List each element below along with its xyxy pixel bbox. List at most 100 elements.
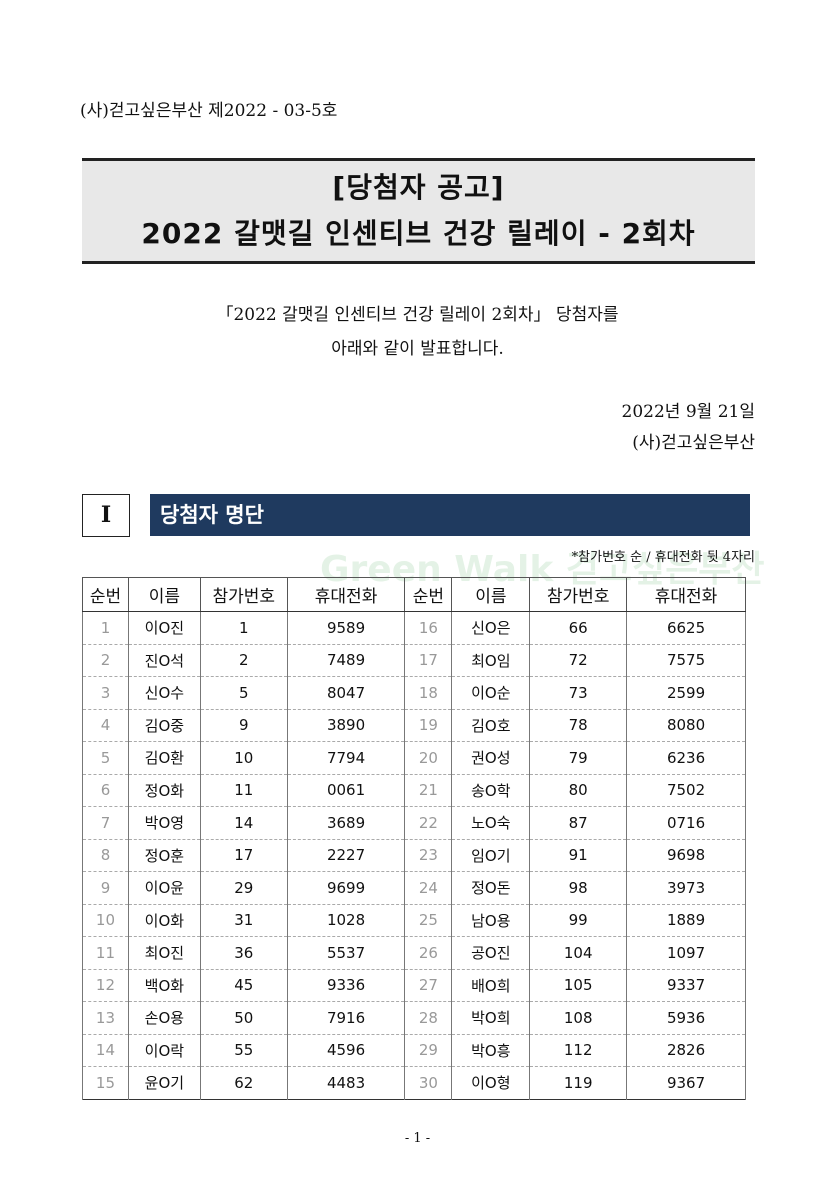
table-header-row: 순번 이름 참가번호 휴대전화 순번 이름 참가번호 휴대전화: [82, 577, 746, 612]
cell-phone-last4: 7502: [626, 774, 746, 807]
cell-entry-number: 112: [529, 1034, 628, 1067]
document-number: (사)걷고싶은부산 제2022 - 03-5호: [80, 101, 338, 121]
cell-phone-last4: 0716: [626, 806, 746, 840]
cell-entry-number: 87: [529, 806, 628, 840]
table-row: 12 백O화 45 9336 27 배O희 105 9337: [82, 969, 746, 1002]
column-header: 참가번호: [529, 577, 628, 612]
cell-phone-last4: 9589: [286, 611, 406, 645]
cell-seq: 26: [404, 936, 453, 970]
cell-phone-last4: 3890: [286, 709, 406, 742]
cell-seq: 11: [82, 936, 129, 970]
cell-seq: 17: [404, 644, 453, 677]
organization: (사)걷고싶은부산: [632, 433, 755, 453]
cell-seq: 4: [82, 709, 129, 742]
cell-name: 김O호: [451, 709, 531, 742]
cell-phone-last4: 8080: [626, 709, 746, 742]
cell-phone-last4: 7489: [286, 644, 406, 677]
cell-name: 박O영: [127, 806, 201, 840]
cell-name: 이O진: [127, 611, 201, 645]
cell-entry-number: 104: [529, 936, 628, 970]
cell-entry-number: 11: [199, 774, 288, 807]
cell-name: 노O숙: [451, 806, 531, 840]
table-row: 6 정O화 11 0061 21 송O학 80 7502: [82, 774, 746, 807]
column-header: 이름: [451, 577, 531, 612]
cell-entry-number: 105: [529, 969, 628, 1002]
cell-phone-last4: 7916: [286, 1001, 406, 1035]
cell-seq: 21: [404, 774, 453, 807]
cell-seq: 12: [82, 969, 129, 1002]
table-row: 15 윤O기 62 4483 30 이O형 119 9367: [82, 1066, 746, 1100]
table-row: 13 손O용 50 7916 28 박O희 108 5936: [82, 1001, 746, 1035]
cell-name: 진O석: [127, 644, 201, 677]
cell-phone-last4: 4483: [286, 1066, 406, 1100]
cell-seq: 16: [404, 611, 453, 645]
cell-entry-number: 9: [199, 709, 288, 742]
table-row: 3 신O수 5 8047 18 이O순 73 2599: [82, 676, 746, 710]
table-row: 9 이O윤 29 9699 24 정O돈 98 3973: [82, 871, 746, 905]
table-row: 1 이O진 1 9589 16 신O은 66 6625: [82, 611, 746, 645]
cell-name: 신O은: [451, 611, 531, 645]
cell-phone-last4: 6236: [626, 741, 746, 775]
cell-entry-number: 17: [199, 839, 288, 872]
cell-name: 박O희: [451, 1001, 531, 1035]
column-header: 휴대전화: [286, 577, 406, 612]
cell-entry-number: 108: [529, 1001, 628, 1035]
title-box: [당첨자 공고] 2022 갈맷길 인센티브 건강 릴레이 - 2회차: [82, 158, 755, 264]
cell-phone-last4: 3973: [626, 871, 746, 905]
cell-name: 윤O기: [127, 1066, 201, 1100]
cell-entry-number: 98: [529, 871, 628, 905]
cell-entry-number: 72: [529, 644, 628, 677]
cell-seq: 13: [82, 1001, 129, 1035]
title-line-2: 2022 갈맷길 인센티브 건강 릴레이 - 2회차: [141, 217, 696, 250]
cell-phone-last4: 7794: [286, 741, 406, 775]
title-line-1: [당첨자 공고]: [332, 171, 505, 204]
intro-line-1: 「2022 갈맷길 인센티브 건강 릴레이 2회차」 당첨자를: [216, 305, 619, 325]
section-number: I: [82, 494, 130, 537]
column-header: 휴대전화: [626, 577, 746, 612]
cell-phone-last4: 9367: [626, 1066, 746, 1100]
table-row: 14 이O락 55 4596 29 박O흥 112 2826: [82, 1034, 746, 1067]
cell-seq: 6: [82, 774, 129, 807]
cell-phone-last4: 1889: [626, 904, 746, 937]
cell-seq: 15: [82, 1066, 129, 1100]
cell-seq: 27: [404, 969, 453, 1002]
cell-phone-last4: 4596: [286, 1034, 406, 1067]
cell-name: 이O순: [451, 676, 531, 710]
cell-entry-number: 14: [199, 806, 288, 840]
cell-phone-last4: 2599: [626, 676, 746, 710]
cell-entry-number: 99: [529, 904, 628, 937]
cell-seq: 25: [404, 904, 453, 937]
cell-entry-number: 45: [199, 969, 288, 1002]
cell-name: 남O용: [451, 904, 531, 937]
cell-entry-number: 73: [529, 676, 628, 710]
announcement-date: 2022년 9월 21일: [621, 402, 755, 422]
cell-entry-number: 5: [199, 676, 288, 710]
cell-entry-number: 119: [529, 1066, 628, 1100]
cell-name: 이O락: [127, 1034, 201, 1067]
cell-phone-last4: 9336: [286, 969, 406, 1002]
cell-name: 신O수: [127, 676, 201, 710]
cell-seq: 18: [404, 676, 453, 710]
cell-phone-last4: 1028: [286, 904, 406, 937]
cell-name: 김O환: [127, 741, 201, 775]
table-row: 7 박O영 14 3689 22 노O숙 87 0716: [82, 806, 746, 840]
cell-seq: 29: [404, 1034, 453, 1067]
table-note: *참가번호 순 / 휴대전화 뒷 4자리: [571, 550, 755, 565]
cell-phone-last4: 9337: [626, 969, 746, 1002]
cell-seq: 19: [404, 709, 453, 742]
cell-phone-last4: 0061: [286, 774, 406, 807]
cell-name: 이O형: [451, 1066, 531, 1100]
cell-phone-last4: 5936: [626, 1001, 746, 1035]
winners-table: 순번 이름 참가번호 휴대전화 순번 이름 참가번호 휴대전화 1 이O진 1 9589 16 신O은 6…: [82, 577, 746, 1100]
cell-seq: 1: [82, 611, 129, 645]
cell-name: 이O윤: [127, 871, 201, 905]
cell-entry-number: 62: [199, 1066, 288, 1100]
cell-name: 최O임: [451, 644, 531, 677]
table-row: 2 진O석 2 7489 17 최O임 72 7575: [82, 644, 746, 677]
cell-entry-number: 79: [529, 741, 628, 775]
cell-seq: 2: [82, 644, 129, 677]
cell-seq: 9: [82, 871, 129, 905]
cell-seq: 7: [82, 806, 129, 840]
cell-seq: 5: [82, 741, 129, 775]
cell-seq: 23: [404, 839, 453, 872]
